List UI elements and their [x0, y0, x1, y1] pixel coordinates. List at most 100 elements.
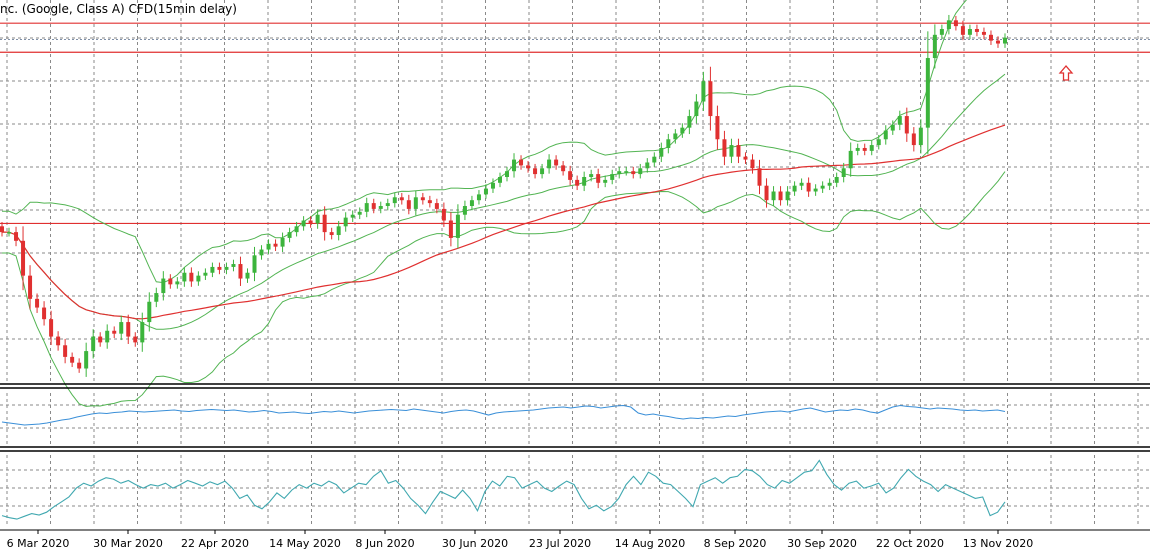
candle-body	[988, 34, 993, 41]
candle	[659, 142, 664, 163]
candle-body	[547, 159, 552, 169]
candle-body	[806, 182, 811, 192]
candle	[427, 195, 432, 208]
candle-body	[631, 171, 636, 175]
candle	[133, 332, 138, 347]
moving-average	[2, 124, 1006, 320]
candle-body	[603, 179, 608, 183]
candle-body	[497, 176, 502, 183]
candle	[855, 143, 860, 156]
horizontal-levels	[0, 22, 1150, 225]
candle	[357, 207, 362, 220]
up-arrow-icon	[1058, 65, 1074, 81]
candle	[350, 210, 355, 222]
candle-body	[904, 116, 909, 134]
candle	[568, 165, 573, 186]
candle	[399, 192, 404, 205]
candle-body	[420, 197, 425, 201]
candle-body	[133, 336, 138, 343]
candle	[301, 216, 306, 231]
oscillator-2-line	[1, 459, 1006, 520]
candle-body	[652, 156, 657, 163]
candle	[925, 31, 930, 155]
candle-body	[406, 200, 411, 209]
candle	[378, 201, 383, 214]
candle	[967, 24, 972, 40]
candle	[666, 133, 671, 154]
candle-body	[350, 214, 355, 218]
candle	[35, 293, 40, 313]
candle	[988, 30, 993, 45]
candle-body	[196, 275, 201, 282]
candle-body	[14, 232, 19, 241]
candle	[869, 140, 874, 156]
x-tick-label: 30 Jun 2020	[442, 537, 508, 550]
candle-body	[617, 171, 622, 175]
candle-body	[841, 168, 846, 177]
candle-body	[399, 197, 404, 201]
candle	[708, 66, 713, 131]
upper-band-line	[2, 0, 967, 284]
candle	[77, 358, 82, 373]
candle	[575, 175, 580, 191]
oscillator-1-line	[1, 404, 1006, 426]
candle	[743, 152, 748, 164]
candle-body	[820, 185, 825, 189]
candle-body	[512, 159, 517, 172]
candle-body	[140, 322, 145, 343]
candle-body	[287, 232, 292, 238]
candle	[112, 326, 117, 339]
candle	[820, 181, 825, 193]
x-tick-label: 22 Apr 2020	[181, 537, 249, 550]
candle	[28, 265, 33, 310]
candle-body	[7, 232, 12, 234]
candle	[974, 24, 979, 37]
candle-body	[925, 58, 930, 128]
candle-body	[939, 29, 944, 35]
candle	[336, 220, 341, 241]
candle	[42, 301, 47, 326]
x-axis-ticks: 6 Mar 2020 30 Mar 2020 22 Apr 2020 14 May 2…	[7, 530, 1033, 550]
candle	[70, 352, 75, 368]
candle	[841, 162, 846, 183]
candle-body	[568, 171, 573, 180]
candle-body	[624, 171, 629, 173]
candle-body	[554, 159, 559, 166]
candle-body	[540, 168, 545, 175]
candle-body	[799, 182, 804, 186]
candle	[448, 212, 453, 247]
candle	[694, 94, 699, 124]
candle	[778, 186, 783, 206]
x-tick-label: 8 Jun 2020	[355, 537, 414, 550]
candle	[764, 178, 769, 208]
candle-body	[21, 240, 26, 276]
candle	[413, 190, 418, 216]
candle-body	[876, 139, 881, 146]
candle	[960, 20, 965, 41]
candle	[561, 161, 566, 176]
candle-body	[813, 188, 818, 192]
candle-body	[413, 197, 418, 209]
candle	[483, 184, 488, 199]
candle	[687, 109, 692, 135]
candle-body	[932, 34, 937, 59]
candle-body	[946, 20, 951, 30]
candle-body	[28, 275, 33, 299]
candle-body	[897, 116, 902, 125]
candle	[203, 268, 208, 280]
candle-body	[105, 330, 110, 343]
candle-body	[483, 188, 488, 195]
candle	[259, 245, 264, 260]
candle-body	[645, 162, 650, 169]
candle	[1003, 33, 1007, 48]
candle	[540, 163, 545, 179]
candle	[385, 198, 390, 211]
candle	[897, 110, 902, 131]
candle	[329, 227, 334, 240]
candle	[322, 206, 327, 241]
candle	[890, 120, 895, 135]
candle-body	[960, 26, 965, 35]
candle-body	[561, 165, 566, 172]
candle	[554, 155, 559, 170]
